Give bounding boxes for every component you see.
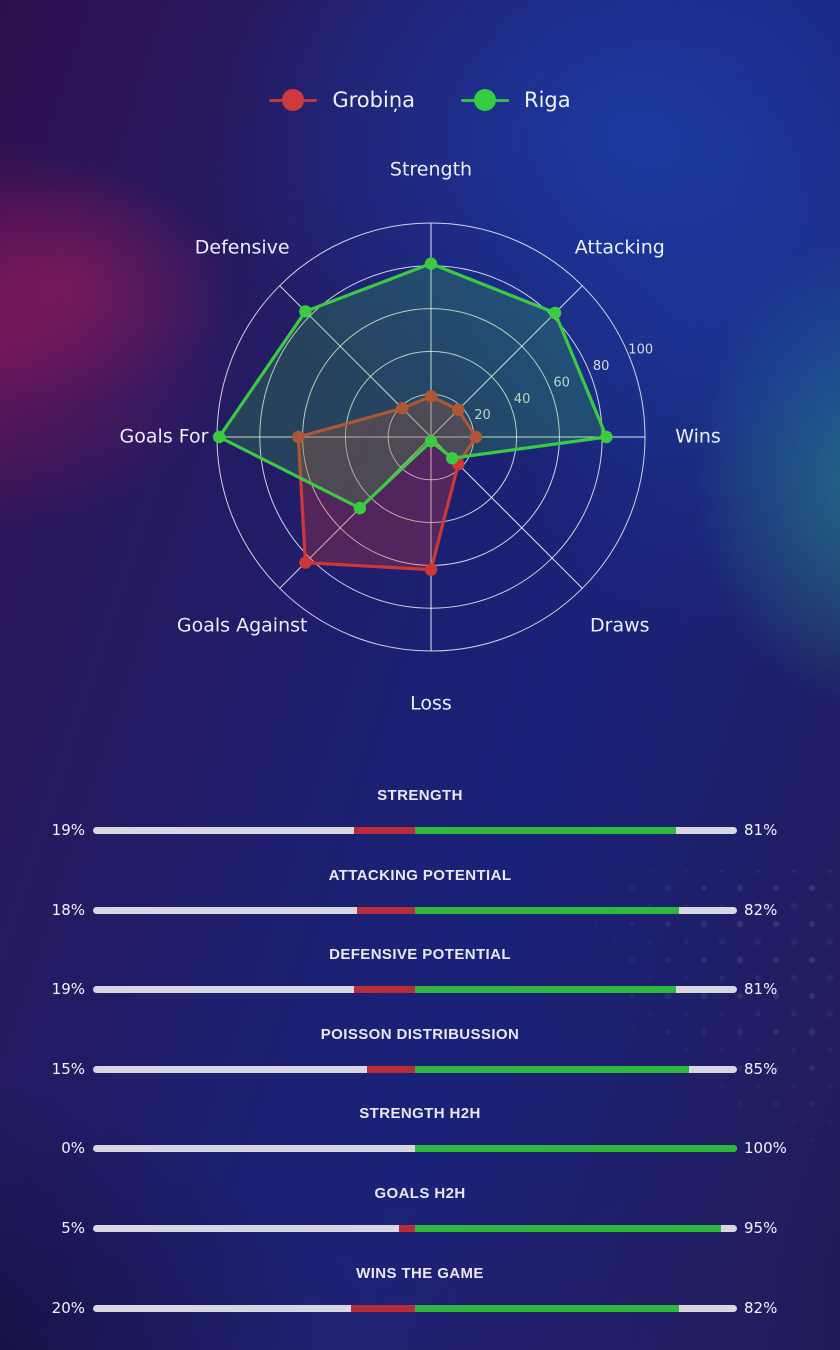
stat-row-wins-the-game: WINS THE GAME 20% 82% (0, 1253, 840, 1333)
stat-left-value: 0% (61, 1139, 85, 1158)
stat-bar-track (93, 1304, 737, 1312)
stat-title: POISSON DISTRIBUSSION (320, 1025, 520, 1043)
stat-bar-right-segment (415, 1304, 680, 1312)
stat-bar-right-segment (415, 986, 676, 994)
radar-point-riga (548, 306, 562, 320)
stat-bar-left-segment (357, 906, 415, 914)
stat-row-goals-h2h: GOALS H2H 5% 95% (0, 1173, 840, 1253)
stat-left-value: 19% (51, 980, 85, 999)
stat-right-value: 82% (744, 1298, 778, 1317)
stat-bar-track (93, 827, 737, 834)
stat-left-value: 18% (51, 900, 85, 919)
radar-point-riga (424, 257, 438, 270)
stat-bar-right-segment (415, 1145, 737, 1153)
stat-row-strength: STRENGTH 19% 81% (0, 775, 840, 855)
radar-tick-label: 20 (474, 408, 491, 423)
radar-point-riga (212, 430, 226, 444)
stat-right-value: 81% (744, 980, 778, 999)
radar-tick-label: 60 (553, 375, 570, 390)
stat-bar-right-segment (415, 906, 680, 914)
dot-pattern-decoration (470, 870, 840, 1220)
stat-right-value: 85% (744, 1059, 778, 1078)
radar-axis-label-strength: Strength (390, 159, 472, 181)
stat-bar-track (93, 906, 737, 914)
radar-axis-label-goals-for: Goals For (120, 426, 209, 448)
radar-point-grobina (452, 403, 465, 416)
stat-left-value: 5% (61, 1219, 85, 1237)
radar-axis-label-loss: Loss (410, 693, 452, 715)
stat-row-defensive-potential: DEFENSIVE POTENTIAL 19% 81% (0, 934, 840, 1014)
radar-point-riga (600, 430, 613, 444)
stat-title: GOALS H2H (374, 1185, 466, 1202)
legend-item-riga: Riga (461, 88, 571, 112)
radar-point-riga (424, 435, 438, 448)
radar-point-riga (445, 451, 459, 465)
radar-point-riga (353, 501, 367, 515)
radar-tick-label: 100 (628, 343, 653, 358)
stat-left-value: 15% (51, 1059, 85, 1078)
radar-axis-label-wins: Wins (675, 426, 721, 448)
stat-left-value: 19% (51, 821, 85, 839)
stat-bar-left-segment (350, 1304, 415, 1312)
stat-left-value: 20% (51, 1298, 85, 1317)
stat-bar-track (93, 1065, 737, 1073)
legend-marker-icon (269, 89, 318, 111)
stat-bar-left-segment (366, 1065, 415, 1073)
stat-bar-track (93, 1225, 737, 1232)
stat-title: STRENGTH (377, 787, 463, 804)
stat-right-value: 95% (744, 1219, 778, 1237)
radar-point-grobina (424, 390, 438, 403)
radar-point-grobina (292, 430, 305, 444)
radar-chart: 20 40 60 80 100 Strength Attacking Wins Draws Los… (120, 159, 721, 715)
stat-row-poisson-distribussion: POISSON DISTRIBUSSION 15% 85% (0, 1014, 840, 1094)
chart-legend: Grobiņa Riga (0, 78, 840, 122)
stat-title: DEFENSIVE POTENTIAL (329, 946, 511, 964)
radar-point-grobina (396, 402, 409, 415)
radar-tick-label: 80 (593, 359, 610, 374)
radar-axis-label-attacking: Attacking (575, 237, 665, 259)
stat-row-attacking-potential: ATTACKING POTENTIAL 18% 82% (0, 855, 840, 935)
radar-point-grobina (424, 563, 438, 576)
stat-bar-left-segment (353, 986, 415, 994)
stat-row-strength-h2h: STRENGTH H2H 0% 100% (0, 1093, 840, 1173)
stat-right-value: 82% (744, 900, 778, 919)
stat-bar-track (93, 986, 737, 994)
radar-point-riga (299, 305, 312, 318)
legend-item-grobina: Grobiņa (269, 88, 415, 112)
legend-label: Grobiņa (332, 88, 415, 112)
radar-point-grobina (469, 430, 483, 444)
legend-label: Riga (524, 88, 571, 112)
stat-right-value: 100% (744, 1139, 787, 1158)
stat-title: STRENGTH H2H (359, 1105, 481, 1123)
stat-bar-right-segment (415, 1225, 721, 1232)
stat-title: WINS THE GAME (356, 1264, 484, 1282)
stat-bar-right-segment (415, 1065, 689, 1073)
stat-bar-track (93, 1145, 737, 1153)
stat-bar-right-segment (415, 827, 676, 834)
stat-title: ATTACKING POTENTIAL (328, 866, 512, 884)
stat-right-value: 81% (744, 821, 778, 839)
radar-axis-label-defensive: Defensive (195, 237, 290, 259)
radar-axis-label-draws: Draws (590, 614, 650, 636)
radar-axis-label-goals-against: Goals Against (177, 614, 308, 636)
stat-bar-left-segment (353, 827, 415, 834)
radar-point-grobina (299, 556, 312, 569)
legend-marker-icon (461, 89, 509, 111)
radar-tick-label: 40 (514, 392, 531, 407)
stat-bar-left-segment (398, 1225, 415, 1232)
